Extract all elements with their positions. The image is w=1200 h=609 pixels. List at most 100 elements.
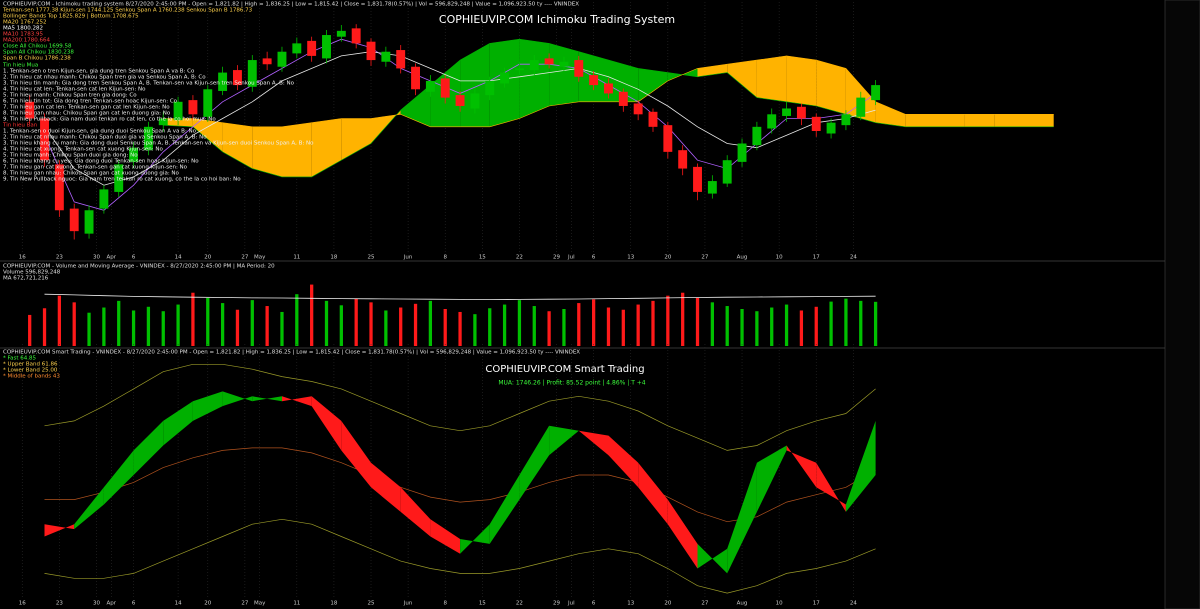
legend-line: * Upper Band 61.86 — [3, 362, 58, 368]
x-tick-label: 23 — [56, 255, 63, 261]
x-tick-label: 11 — [293, 601, 300, 607]
indicator-line — [44, 51, 876, 186]
volume-bar — [102, 307, 106, 346]
volume-bar — [295, 294, 299, 346]
volume-bar — [131, 310, 136, 346]
ribbon-segment — [756, 445, 787, 512]
x-tick-label: 22 — [516, 601, 523, 607]
buy-signal: 5. Tin hieu manh: Chikou Span tren gia d… — [3, 93, 137, 99]
volume-bar — [710, 302, 714, 346]
x-tick-label: 27 — [701, 255, 708, 261]
cloud-segment — [282, 122, 312, 177]
ribbon-segment — [638, 462, 668, 525]
x-tick-label: Aug — [737, 255, 748, 261]
cloud-segment — [964, 114, 995, 127]
x-tick-label: 11 — [293, 255, 300, 261]
ribbon-segment — [44, 524, 75, 537]
cloud-segment — [341, 118, 371, 161]
cloud-segment — [608, 60, 639, 102]
candle-body — [811, 116, 821, 131]
volume-bar — [310, 284, 314, 346]
volume-bar — [206, 297, 210, 346]
volume-bar — [87, 312, 91, 346]
ma-line — [44, 293, 876, 300]
x-tick-label: 30 — [93, 601, 100, 607]
legend-line: Close All Chikou 1699.58 — [3, 44, 72, 50]
candle-body — [455, 95, 465, 106]
volume-bar — [384, 310, 388, 346]
candle-body — [500, 72, 510, 84]
candle-body — [574, 60, 584, 77]
candle-body — [678, 150, 688, 169]
sell-signal: 4. Tin hieu cat xuong: Tenkan-sen cat xu… — [3, 147, 163, 153]
candle-body — [425, 80, 435, 92]
volume-bar — [517, 300, 522, 346]
volume-bar — [725, 306, 729, 346]
chart-subtitle: MUA: 1746.26 | Profit: 85.52 point | 4.8… — [498, 380, 645, 387]
candle-body — [440, 78, 450, 98]
candle-body — [381, 51, 391, 62]
x-tick-label: 20 — [664, 601, 671, 607]
ribbon-segment — [163, 401, 193, 446]
upper-band — [44, 363, 876, 451]
sell-title: Tin hieu Ban — [2, 123, 38, 129]
volume-bar — [502, 304, 507, 346]
volume-bar — [814, 306, 818, 346]
candle-body — [796, 106, 806, 119]
volume-bar — [681, 292, 685, 346]
x-tick-label: May — [254, 601, 266, 607]
legend-line: * Fast 64.85 — [3, 356, 37, 362]
volume-bar — [740, 309, 744, 346]
ribbon-segment — [311, 396, 342, 451]
candle-body — [618, 91, 628, 106]
cloud-segment — [875, 101, 906, 127]
buy-title: Tin hieu Mua — [2, 63, 38, 69]
x-tick-label: May — [254, 255, 266, 261]
volume-bar — [873, 301, 878, 346]
x-tick-label: 6 — [592, 601, 596, 607]
volume-bar — [562, 309, 566, 346]
middle-band — [44, 447, 876, 523]
candle-body — [173, 101, 183, 121]
x-tick-label: Jun — [403, 255, 413, 261]
cloud-segment — [460, 43, 490, 127]
volume-bar — [443, 309, 447, 346]
volume-bar — [606, 307, 611, 346]
senkou-span-b — [163, 55, 1054, 128]
ribbon-segment — [371, 462, 401, 512]
x-tick-label: 20 — [664, 255, 671, 261]
buy-signal: 3. Tin hieu tin manh: Gia dong tren Senk… — [3, 81, 295, 87]
candle-body — [307, 40, 317, 56]
ribbon-segment — [549, 425, 579, 456]
x-tick-label: 27 — [701, 601, 708, 607]
buy-signal: 4. Tin hieu cat len: Tenkan-sen cat len … — [3, 87, 146, 93]
cloud-segment — [400, 85, 431, 127]
volume-bar — [695, 297, 700, 346]
legend-line: Span All Chikou 1830.238 — [3, 50, 74, 56]
candle-body — [737, 143, 747, 162]
x-tick-label: 6 — [132, 255, 136, 261]
ribbon-segment — [845, 420, 876, 512]
candle-body — [40, 118, 49, 161]
candle-body — [188, 100, 198, 115]
candle-body — [782, 108, 792, 116]
candle-body — [247, 60, 257, 87]
x-tick-label: Jul — [567, 255, 575, 261]
volume-bar — [220, 303, 225, 346]
legend-line: Volume 596,829,248 — [3, 270, 61, 276]
candle-body — [129, 147, 139, 162]
candle-body — [114, 164, 124, 192]
legend-line: MA10 1783.95 — [3, 32, 43, 38]
sell-signal: 6. Tin hieu khang cu yeu: Gia dong duoi … — [3, 159, 199, 165]
volume-bar — [280, 311, 284, 346]
ribbon-segment — [608, 435, 639, 488]
ribbon-segment — [697, 543, 728, 574]
ribbon-segment — [816, 462, 846, 512]
x-tick-label: 29 — [553, 255, 560, 261]
candle-body — [767, 114, 777, 129]
x-tick-label: 15 — [479, 601, 486, 607]
legend-line: Bollinger Bands Top 1825.829 | Bottom 17… — [3, 14, 139, 20]
volume-bar — [784, 304, 789, 346]
lower-band — [44, 518, 876, 594]
ribbon-segment — [74, 487, 104, 530]
